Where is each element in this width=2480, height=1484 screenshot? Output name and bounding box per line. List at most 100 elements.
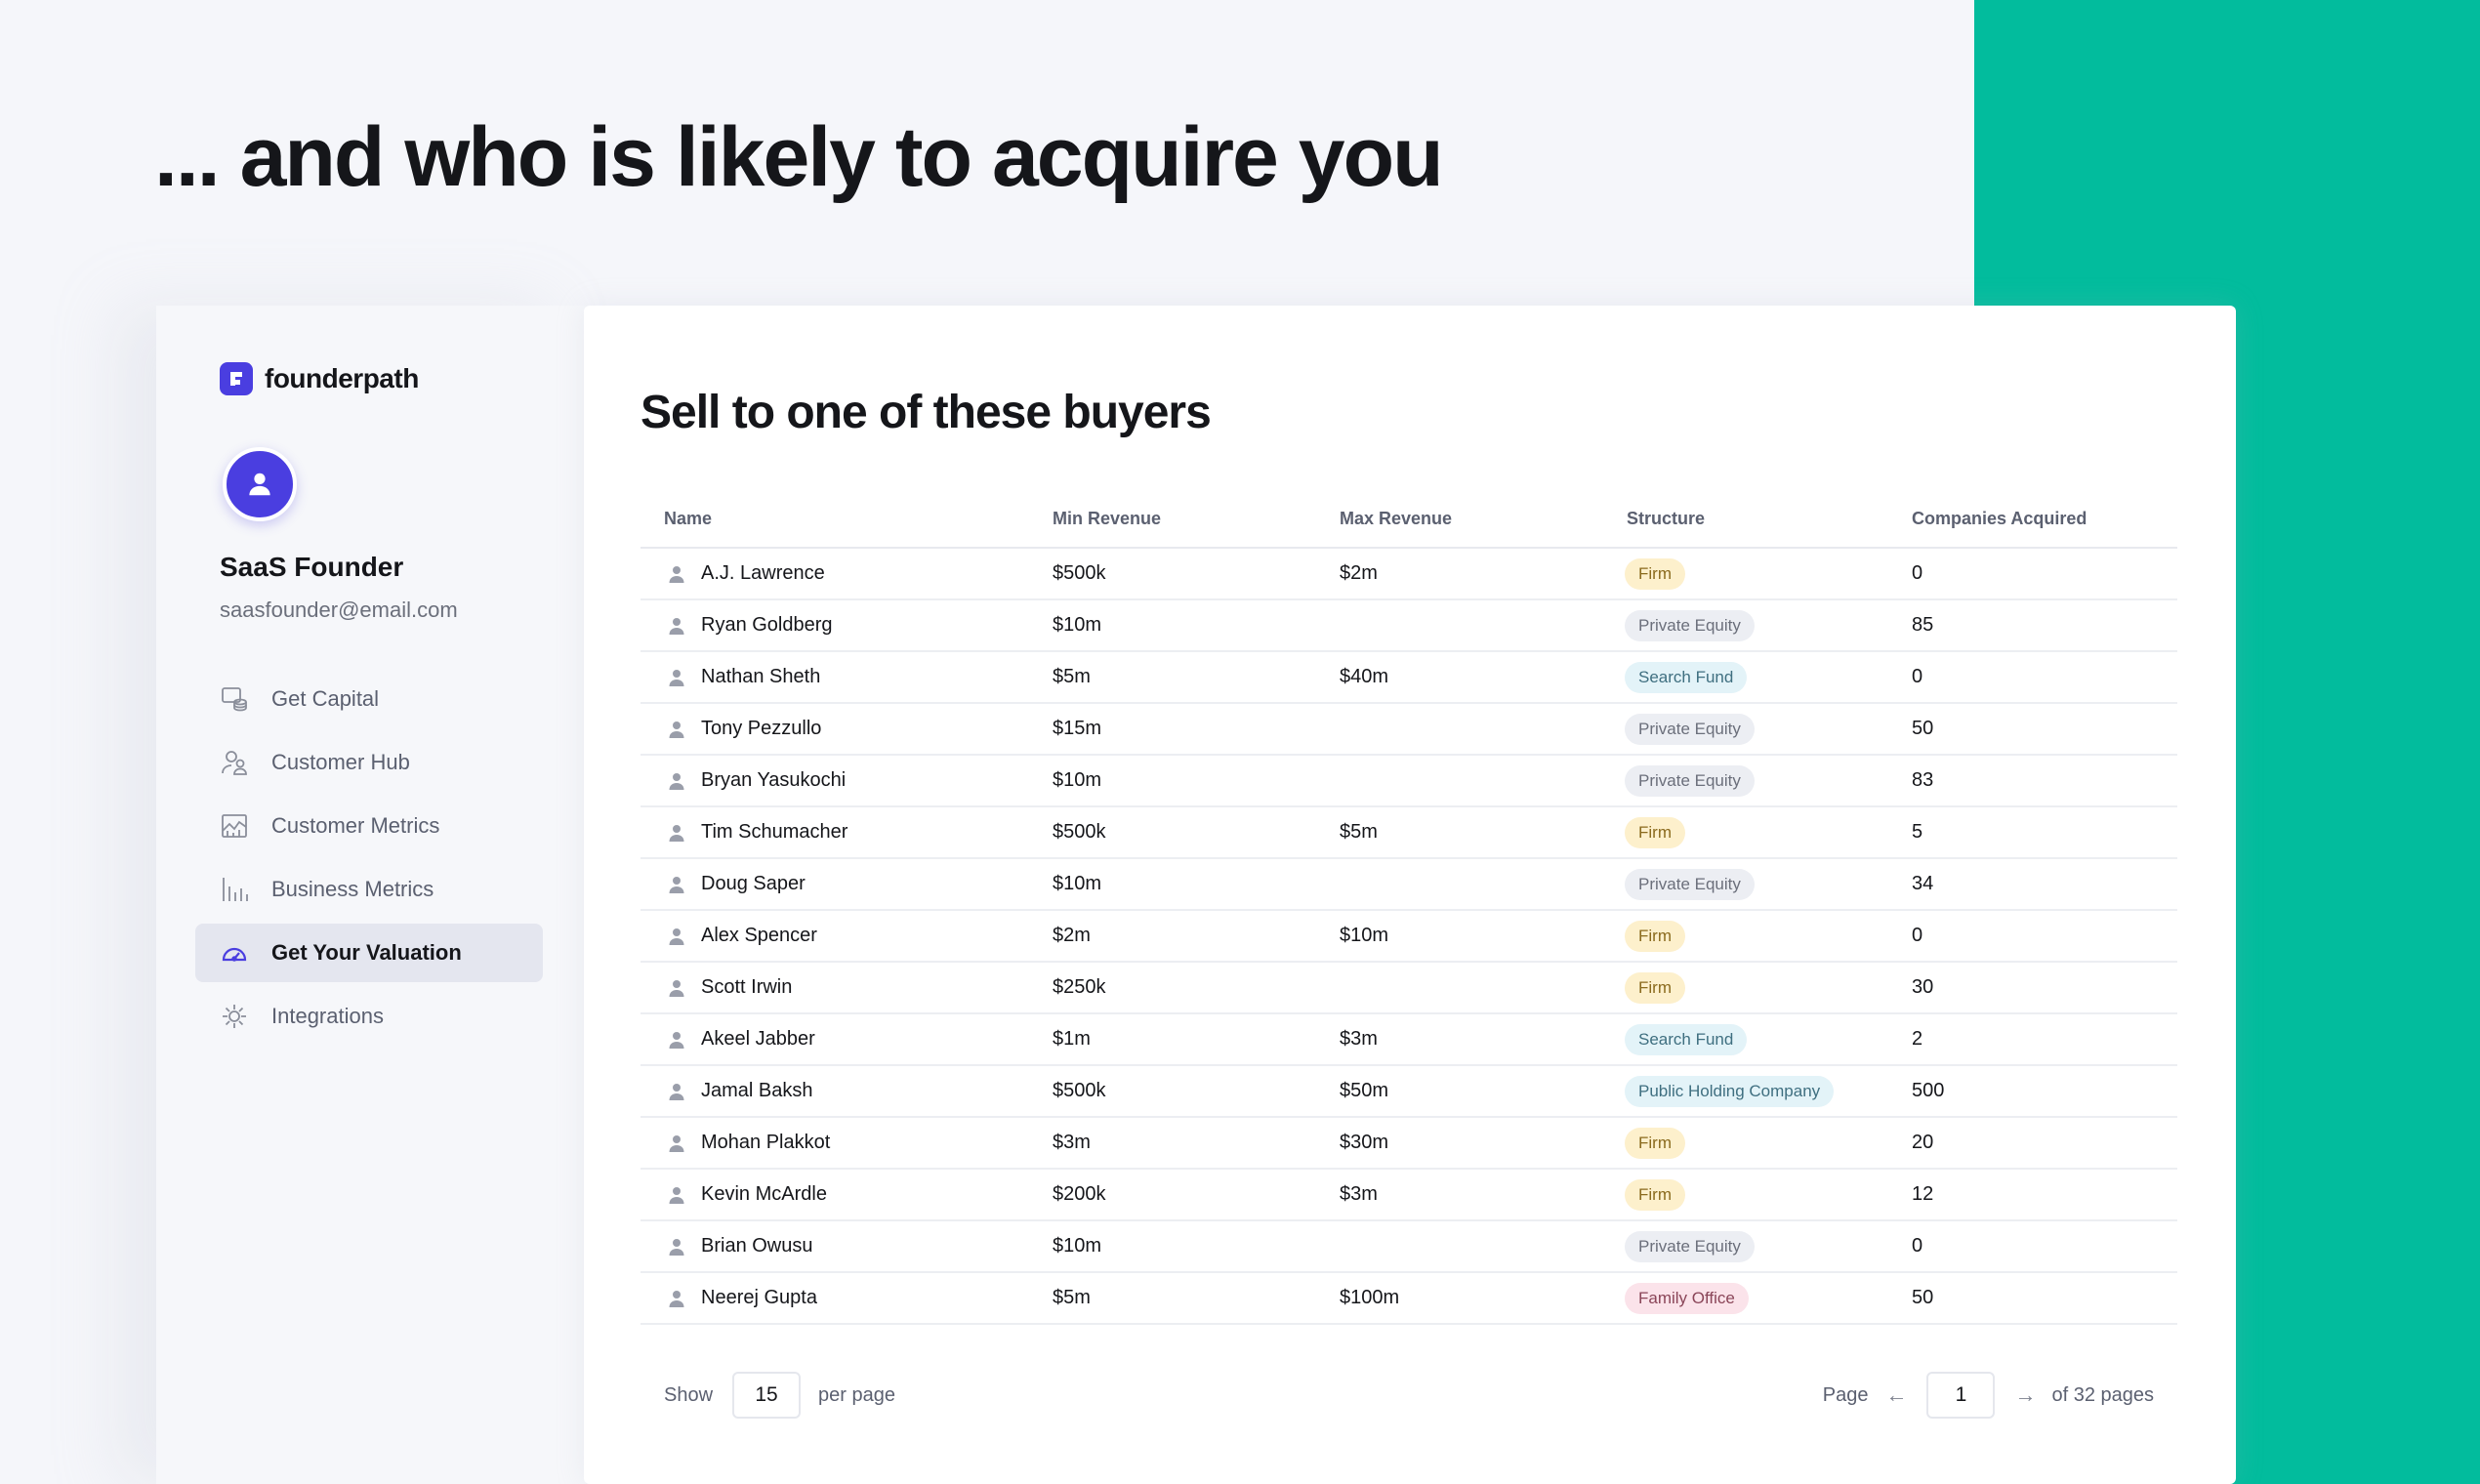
sidebar-item-customer-hub[interactable]: Customer Hub — [195, 733, 543, 792]
sidebar-item-label: Customer Hub — [271, 750, 410, 774]
per-page-select[interactable]: 15 — [732, 1372, 802, 1419]
sidebar-item-label: Get Capital — [271, 686, 380, 711]
column-header-name[interactable]: Name — [664, 509, 713, 528]
table-row[interactable]: Kevin McArdle $200k $3m Firm 12 — [641, 1170, 2177, 1221]
table-row[interactable]: Akeel Jabber $1m $3m Search Fund 2 — [641, 1014, 2177, 1066]
column-header-companies-acquired[interactable]: Companies Acquired — [1912, 509, 2087, 528]
prev-page-arrow-icon[interactable]: ← — [1885, 1382, 1908, 1407]
table-row[interactable]: Tony Pezzullo $15m Private Equity 50 — [641, 704, 2177, 756]
companies-acquired-cell: 0 — [1912, 925, 1923, 946]
structure-cell: Search Fund — [1603, 661, 1888, 693]
buyer-name-cell: Neerej Gupta — [641, 1287, 1029, 1309]
column-header-min-revenue[interactable]: Min Revenue — [1053, 509, 1162, 528]
table-row[interactable]: Alex Spencer $2m $10m Firm 0 — [641, 911, 2177, 963]
companies-acquired-cell: 83 — [1912, 769, 1934, 791]
column-header-structure[interactable]: Structure — [1627, 509, 1706, 528]
buyers-card: Sell to one of these buyers Name Min Rev… — [584, 306, 2236, 1484]
person-icon — [666, 719, 687, 740]
person-icon — [666, 1133, 687, 1154]
structure-badge: Firm — [1625, 1178, 1685, 1211]
min-revenue-cell: $200k — [1053, 1183, 1106, 1205]
companies-acquired-cell: 0 — [1912, 1235, 1923, 1257]
sidebar-item-get-capital[interactable]: Get Capital — [195, 670, 543, 728]
companies-acquired-cell: 5 — [1912, 821, 1923, 843]
table-row[interactable]: Mohan Plakkot $3m $30m Firm 20 — [641, 1118, 2177, 1170]
column-header-max-revenue[interactable]: Max Revenue — [1340, 509, 1453, 528]
structure-cell: Public Holding Company — [1603, 1075, 1888, 1107]
person-icon — [666, 926, 687, 947]
min-revenue-cell: $2m — [1053, 925, 1091, 946]
buyer-name: Alex Spencer — [701, 925, 817, 946]
structure-cell: Firm — [1603, 971, 1888, 1004]
table-row[interactable]: Tim Schumacher $500k $5m Firm 5 — [641, 807, 2177, 859]
max-revenue-cell: $5m — [1340, 821, 1378, 843]
table-row[interactable]: A.J. Lawrence $500k $2m Firm 0 — [641, 549, 2177, 600]
structure-badge: Firm — [1625, 816, 1685, 848]
user-email: saasfounder@email.com — [220, 598, 458, 622]
person-icon — [666, 615, 687, 637]
buyer-name: Jamal Baksh — [701, 1080, 813, 1101]
logo[interactable]: founderpath — [220, 362, 419, 395]
buyer-name-cell: Kevin McArdle — [641, 1183, 1029, 1206]
sidebar-item-label: Customer Metrics — [271, 813, 440, 838]
structure-badge: Public Holding Company — [1625, 1075, 1835, 1107]
table-row[interactable]: Nathan Sheth $5m $40m Search Fund 0 — [641, 652, 2177, 704]
companies-acquired-cell: 50 — [1912, 1287, 1934, 1308]
structure-cell: Family Office — [1603, 1282, 1888, 1314]
structure-badge: Private Equity — [1625, 713, 1755, 745]
table-row[interactable]: Bryan Yasukochi $10m Private Equity 83 — [641, 756, 2177, 807]
buyer-name: Neerej Gupta — [701, 1287, 817, 1308]
table-row[interactable]: Neerej Gupta $5m $100m Family Office 50 — [641, 1273, 2177, 1325]
buyer-name-cell: Tony Pezzullo — [641, 718, 1029, 740]
buyer-name-cell: Nathan Sheth — [641, 666, 1029, 688]
structure-badge: Firm — [1625, 971, 1685, 1004]
buyer-name: Bryan Yasukochi — [701, 769, 847, 791]
structure-cell: Search Fund — [1603, 1023, 1888, 1055]
buyer-name: Scott Irwin — [701, 976, 793, 998]
min-revenue-cell: $3m — [1053, 1132, 1091, 1153]
structure-badge: Private Equity — [1625, 609, 1755, 641]
integrations-icon — [219, 1001, 250, 1032]
table-row[interactable]: Jamal Baksh $500k $50m Public Holding Compa… — [641, 1066, 2177, 1118]
page-number-input[interactable]: 1 — [1926, 1372, 1996, 1419]
buyer-name-cell: Brian Owusu — [641, 1235, 1029, 1257]
structure-badge: Search Fund — [1625, 1023, 1748, 1055]
structure-badge: Family Office — [1625, 1282, 1749, 1314]
card-title: Sell to one of these buyers — [641, 387, 1212, 438]
table-row[interactable]: Scott Irwin $250k Firm 30 — [641, 963, 2177, 1014]
buyer-name: Kevin McArdle — [701, 1183, 827, 1205]
structure-cell: Private Equity — [1603, 609, 1888, 641]
sidebar-nav: Get Capital Customer Hub Customer Metric… — [195, 670, 543, 1051]
sidebar-item-label: Business Metrics — [271, 877, 434, 901]
user-name: SaaS Founder — [220, 552, 404, 582]
person-icon — [666, 770, 687, 792]
table-row[interactable]: Brian Owusu $10m Private Equity 0 — [641, 1221, 2177, 1273]
sidebar-item-get-your-valuation[interactable]: Get Your Valuation — [195, 924, 543, 982]
companies-acquired-cell: 85 — [1912, 614, 1934, 636]
buyer-name-cell: Tim Schumacher — [641, 821, 1029, 844]
avatar[interactable] — [223, 447, 297, 521]
user-icon — [249, 473, 270, 496]
table-row[interactable]: Doug Saper $10m Private Equity 34 — [641, 859, 2177, 911]
person-icon — [666, 667, 687, 688]
next-page-arrow-icon[interactable]: → — [2014, 1382, 2037, 1407]
table-row[interactable]: Ryan Goldberg $10m Private Equity 85 — [641, 600, 2177, 652]
founderpath-logo-icon — [220, 362, 253, 395]
buyer-name: Tim Schumacher — [701, 821, 848, 843]
sidebar-item-customer-metrics[interactable]: Customer Metrics — [195, 797, 543, 855]
structure-cell: Firm — [1603, 1127, 1888, 1159]
buyers-table: Name Min Revenue Max Revenue Structure C… — [641, 491, 2177, 1325]
min-revenue-cell: $10m — [1053, 1235, 1102, 1257]
companies-acquired-cell: 30 — [1912, 976, 1934, 998]
table-header: Name Min Revenue Max Revenue Structure C… — [641, 491, 2177, 549]
coins-icon — [219, 683, 250, 715]
min-revenue-cell: $5m — [1053, 666, 1091, 687]
min-revenue-cell: $500k — [1053, 821, 1106, 843]
buyer-name-cell: Alex Spencer — [641, 925, 1029, 947]
sidebar-item-business-metrics[interactable]: Business Metrics — [195, 860, 543, 919]
structure-cell: Firm — [1603, 920, 1888, 952]
companies-acquired-cell: 50 — [1912, 718, 1934, 739]
sidebar-item-integrations[interactable]: Integrations — [195, 987, 543, 1046]
sidebar-item-label: Get Your Valuation — [271, 940, 462, 965]
buyer-name: Brian Owusu — [701, 1235, 813, 1257]
